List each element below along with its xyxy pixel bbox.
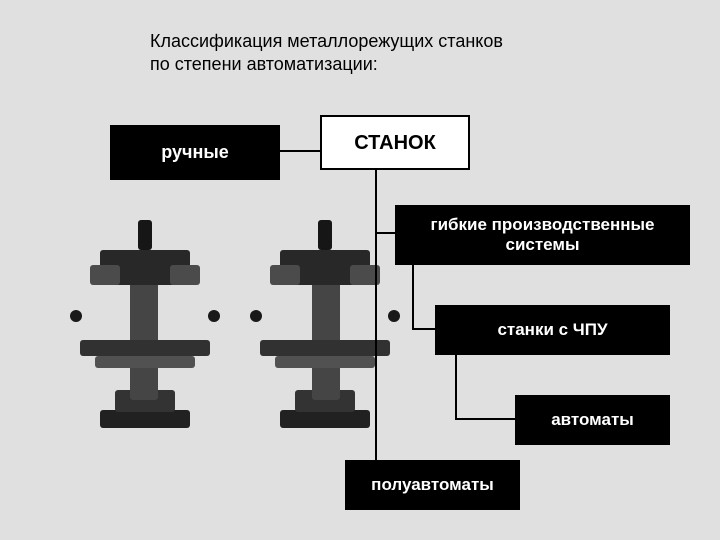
root-node-label: СТАНОК [354, 131, 436, 155]
node-auto: автоматы [515, 395, 670, 445]
machine-silhouette-right [240, 210, 410, 440]
node-flexible: гибкие производственные системы [395, 205, 690, 265]
node-semi-label: полуавтоматы [371, 475, 494, 495]
node-manual: ручные [110, 125, 280, 180]
node-flexible-label: гибкие производственные системы [430, 215, 654, 256]
root-node-stanok: СТАНОК [320, 115, 470, 170]
machine-silhouette-left [60, 210, 230, 440]
node-auto-label: автоматы [551, 410, 634, 430]
node-manual-label: ручные [161, 142, 228, 164]
node-cnc: станки с ЧПУ [435, 305, 670, 355]
title-line1: Классификация металлорежущих станков [150, 30, 503, 53]
node-cnc-label: станки с ЧПУ [497, 320, 607, 340]
node-semi: полуавтоматы [345, 460, 520, 510]
title-line2: по степени автоматизации: [150, 53, 503, 76]
diagram-title: Классификация металлорежущих станков по … [150, 30, 503, 77]
